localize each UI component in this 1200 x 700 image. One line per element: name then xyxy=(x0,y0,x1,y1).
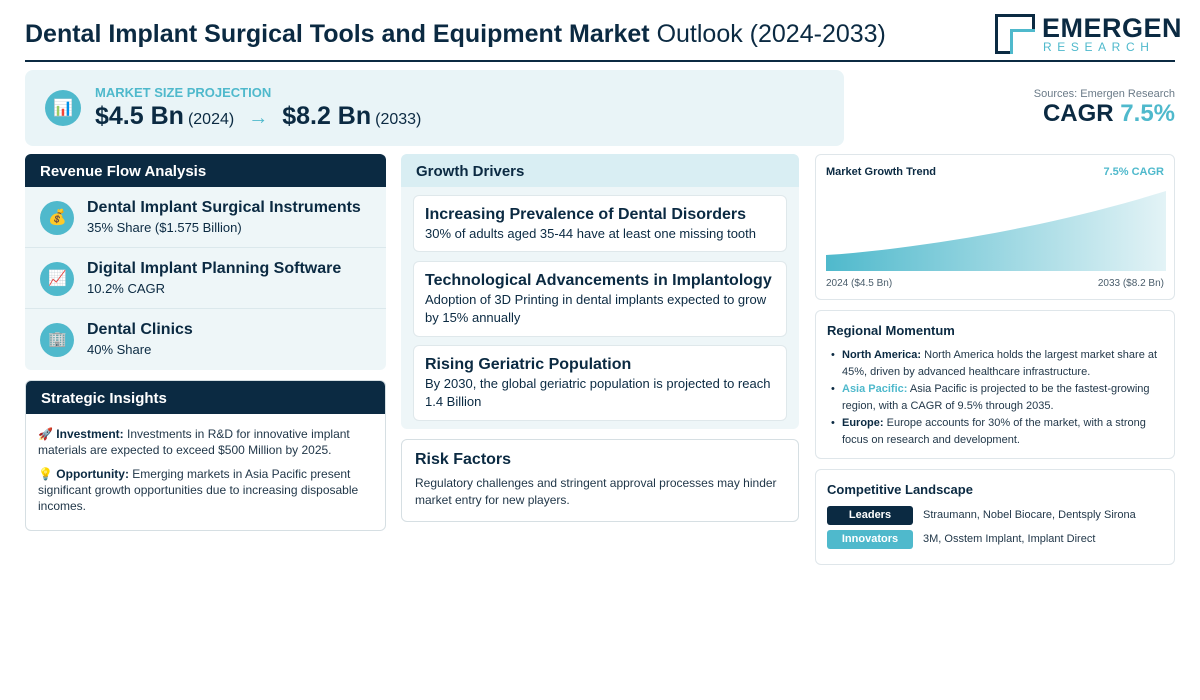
projection-label: MARKET SIZE PROJECTION xyxy=(95,85,272,100)
projection-values: $4.5 Bn (2024) → $8.2 Bn (2033) xyxy=(95,102,421,131)
revenue-flow-title: Revenue Flow Analysis xyxy=(25,154,386,187)
leaders-text: Straumann, Nobel Biocare, Dentsply Siron… xyxy=(923,509,1136,521)
region-item: Europe: Europe accounts for 30% of the m… xyxy=(827,415,1163,448)
revenue-flow-panel: Revenue Flow Analysis 💰 Dental Implant S… xyxy=(25,154,386,370)
insight-label: Opportunity: xyxy=(56,467,129,481)
insight-item: 💡 Opportunity: Emerging markets in Asia … xyxy=(38,466,373,514)
driver-text: 30% of adults aged 35-44 have at least o… xyxy=(425,226,756,241)
cagr-label: CAGR xyxy=(1042,100,1114,127)
lightbulb-icon: 💡 xyxy=(38,467,53,481)
region-name: North America: xyxy=(842,349,922,361)
strategic-insights-title: Strategic Insights xyxy=(26,381,385,414)
insight-item: 🚀 Investment: Investments in R&D for inn… xyxy=(38,426,373,458)
revenue-item: 🏢 Dental Clinics 40% Share xyxy=(25,309,386,370)
insight-text: Emerging markets in Asia Pacific present… xyxy=(38,467,359,513)
revenue-item-title: Digital Implant Planning Software xyxy=(87,260,342,277)
driver-title: Increasing Prevalence of Dental Disorder… xyxy=(425,206,747,223)
rocket-icon: 🚀 xyxy=(38,427,53,441)
trend-title: Market Growth Trend xyxy=(826,166,937,178)
driver-card: Rising Geriatric Population By 2030, the… xyxy=(413,345,787,421)
page-title: Dental Implant Surgical Tools and Equipm… xyxy=(25,20,886,49)
trend-cagr: 7.5% CAGR xyxy=(1103,166,1164,178)
page-header: Dental Implant Surgical Tools and Equipm… xyxy=(25,12,1182,62)
revenue-item-sub: 40% Share xyxy=(87,342,152,357)
emergen-logo: EMERGEN RESEARCH xyxy=(995,13,1182,56)
start-value: $4.5 Bn xyxy=(95,102,184,130)
insight-label: Investment: xyxy=(56,427,124,441)
risk-factors-title: Risk Factors xyxy=(415,451,512,468)
logo-mark-icon xyxy=(995,14,1035,54)
logo-subtitle: RESEARCH xyxy=(1043,40,1155,54)
bar-chart-icon: 📊 xyxy=(45,90,81,126)
region-name: Asia Pacific: xyxy=(842,383,908,395)
risk-factors-panel: Risk Factors Regulatory challenges and s… xyxy=(401,439,799,522)
region-text: Europe accounts for 30% of the market, w… xyxy=(842,417,1146,446)
cagr-value: 7.5% xyxy=(1120,100,1175,127)
revenue-item: 📈 Digital Implant Planning Software 10.2… xyxy=(25,248,386,309)
leaders-badge: Leaders xyxy=(827,506,913,525)
region-item: Asia Pacific: Asia Pacific is projected … xyxy=(827,381,1163,414)
innovators-text: 3M, Osstem Implant, Implant Direct xyxy=(923,533,1096,545)
regional-momentum-panel: Regional Momentum North America: North A… xyxy=(815,310,1175,459)
end-value: $8.2 Bn xyxy=(282,102,372,130)
trend-start-label: 2024 ($4.5 Bn) xyxy=(826,278,893,289)
trend-area xyxy=(826,191,1166,271)
competitive-landscape-title: Competitive Landscape xyxy=(827,482,973,497)
start-year: (2024) xyxy=(187,111,235,128)
strategic-insights-panel: Strategic Insights 🚀 Investment: Investm… xyxy=(25,380,386,531)
revenue-item-title: Dental Clinics xyxy=(87,321,193,338)
driver-card: Technological Advancements in Implantolo… xyxy=(413,261,787,337)
revenue-item: 💰 Dental Implant Surgical Instruments 35… xyxy=(25,187,386,248)
regional-momentum-title: Regional Momentum xyxy=(827,323,955,338)
region-item: North America: North America holds the l… xyxy=(827,347,1163,380)
title-rest: Outlook (2024-2033) xyxy=(649,20,886,48)
insight-text: Investments in R&D for innovative implan… xyxy=(38,427,350,457)
trend-chart-icon: 📈 xyxy=(40,262,74,296)
competitive-landscape-panel: Competitive Landscape Leaders Straumann,… xyxy=(815,469,1175,565)
risk-factors-text: Regulatory challenges and stringent appr… xyxy=(415,476,777,507)
innovators-badge: Innovators xyxy=(827,530,913,549)
building-icon: 🏢 xyxy=(40,323,74,357)
arrow-right-icon: → xyxy=(248,107,269,129)
competitor-row: Leaders Straumann, Nobel Biocare, Dentsp… xyxy=(827,506,1163,530)
logo-name: EMERGEN xyxy=(1042,13,1183,43)
growth-drivers-panel: Growth Drivers Increasing Prevalence of … xyxy=(401,154,799,429)
revenue-item-title: Dental Implant Surgical Instruments xyxy=(87,199,361,216)
region-name: Europe: xyxy=(842,417,884,429)
title-bold: Dental Implant Surgical Tools and Equipm… xyxy=(25,20,650,48)
end-year: (2033) xyxy=(375,111,422,128)
revenue-item-sub: 10.2% CAGR xyxy=(87,281,166,296)
growth-drivers-title: Growth Drivers xyxy=(401,154,799,187)
revenue-item-sub: 35% Share ($1.575 Billion) xyxy=(87,220,242,235)
competitor-row: Innovators 3M, Osstem Implant, Implant D… xyxy=(827,530,1163,554)
region-text: Asia Pacific is projected to be the fast… xyxy=(842,383,1150,412)
driver-title: Rising Geriatric Population xyxy=(425,356,632,373)
region-text: North America holds the largest market s… xyxy=(842,349,1158,378)
trend-area-chart xyxy=(826,191,1166,271)
market-growth-trend-panel: Market Growth Trend 7.5% CAGR 2024 ($4.5… xyxy=(815,154,1175,300)
trend-end-label: 2033 ($8.2 Bn) xyxy=(1097,278,1164,289)
driver-title: Technological Advancements in Implantolo… xyxy=(425,272,772,289)
money-bag-icon: 💰 xyxy=(40,201,74,235)
cagr-headline: CAGR 7.5% xyxy=(1043,100,1175,128)
sources-note: Sources: Emergen Research xyxy=(1033,88,1175,100)
regional-list: North America: North America holds the l… xyxy=(827,347,1163,448)
driver-text: Adoption of 3D Printing in dental implan… xyxy=(425,292,767,325)
driver-card: Increasing Prevalence of Dental Disorder… xyxy=(413,195,787,252)
market-size-projection: 📊 MARKET SIZE PROJECTION $4.5 Bn (2024) → $… xyxy=(25,70,844,146)
driver-text: By 2030, the global geriatric population… xyxy=(425,376,771,409)
